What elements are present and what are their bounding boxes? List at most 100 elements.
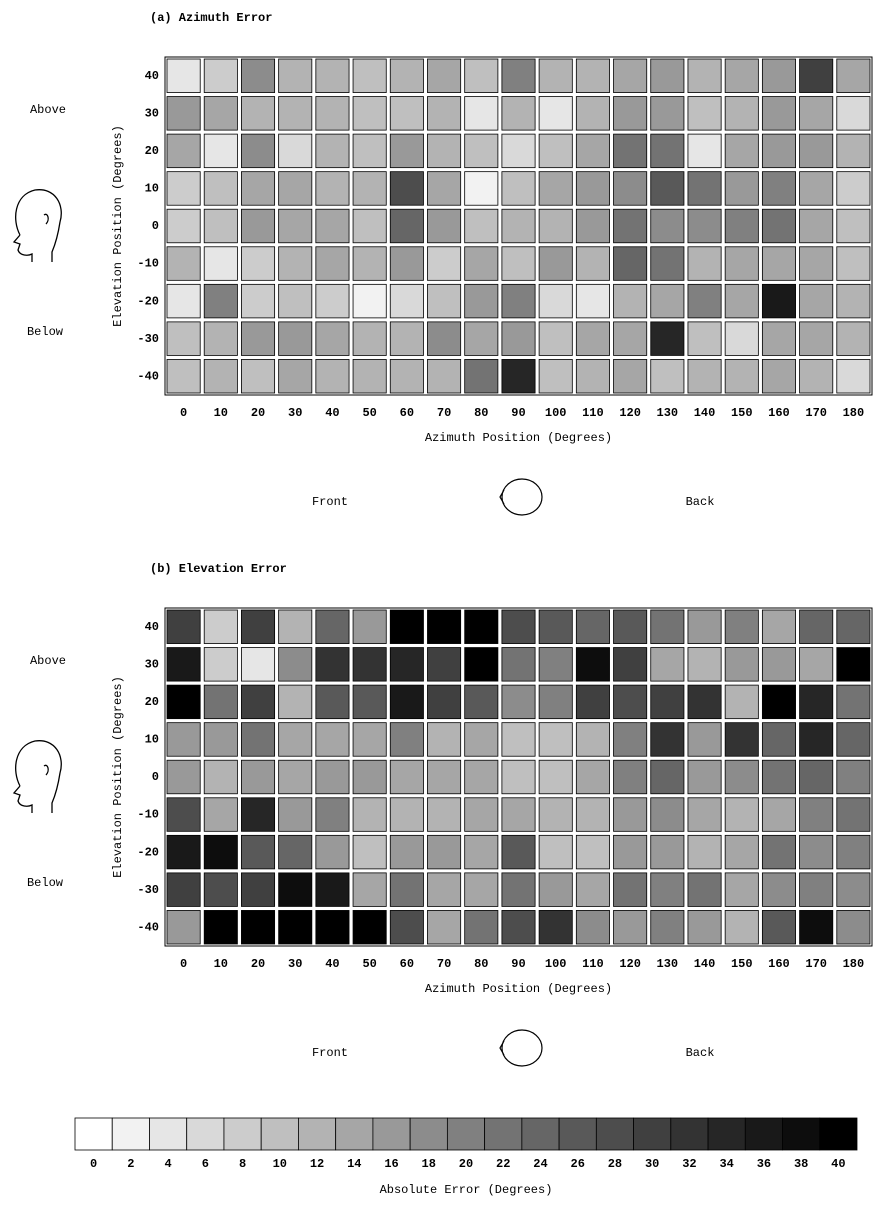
annotation: Below (27, 325, 64, 339)
legend-label: 34 (719, 1157, 733, 1171)
y-tick-label: 10 (145, 733, 159, 747)
x-tick-label: 0 (180, 406, 187, 420)
cell (389, 321, 424, 356)
cell (203, 910, 238, 945)
cell (241, 96, 276, 131)
cell (203, 759, 238, 795)
cell (166, 96, 201, 131)
y-tick-label: 30 (145, 107, 159, 121)
cell (836, 58, 871, 93)
cell (427, 133, 462, 169)
cell (761, 910, 796, 945)
x-tick-label: 140 (694, 406, 716, 420)
cell (241, 609, 276, 644)
cell (241, 58, 276, 93)
cell (761, 797, 796, 832)
cell (315, 208, 350, 244)
cell (575, 96, 610, 131)
cell (501, 171, 536, 206)
cell (241, 684, 276, 720)
legend-label: 0 (90, 1157, 97, 1171)
legend-label: 30 (645, 1157, 659, 1171)
cell (464, 722, 499, 757)
y-tick-label: -10 (137, 808, 159, 822)
cell (464, 283, 499, 319)
cell (427, 609, 462, 644)
cell (799, 171, 834, 206)
cell (724, 609, 759, 644)
x-tick-label: 120 (619, 957, 641, 971)
x-tick-label: 110 (582, 957, 604, 971)
plot-frame (164, 56, 873, 396)
cell (315, 133, 350, 169)
cell (389, 58, 424, 93)
cell (352, 759, 387, 795)
x-tick-label: 70 (437, 406, 451, 420)
cell (761, 684, 796, 720)
cell (613, 246, 648, 281)
x-tick-label: 0 (180, 957, 187, 971)
cell (278, 171, 313, 206)
x-tick-label: 170 (805, 957, 827, 971)
cell (650, 647, 685, 682)
cell (241, 359, 276, 394)
cell (352, 133, 387, 169)
cell (538, 797, 573, 832)
cell (241, 910, 276, 945)
x-tick-label: 60 (400, 406, 414, 420)
cell (427, 759, 462, 795)
cell (352, 96, 387, 131)
cell (352, 910, 387, 945)
cell (724, 910, 759, 945)
cell (687, 684, 722, 720)
cell (241, 321, 276, 356)
cell (278, 321, 313, 356)
cell (241, 208, 276, 244)
cell (501, 722, 536, 757)
cell (724, 321, 759, 356)
cell (836, 171, 871, 206)
cell (799, 910, 834, 945)
cell (278, 609, 313, 644)
cell (687, 797, 722, 832)
cell (650, 246, 685, 281)
x-tick-label: 80 (474, 957, 488, 971)
cell (575, 171, 610, 206)
cell (724, 722, 759, 757)
cell (799, 722, 834, 757)
cell (166, 759, 201, 795)
annotation: Front (312, 495, 348, 509)
cell (241, 647, 276, 682)
x-tick-label: 100 (545, 406, 567, 420)
cell (836, 759, 871, 795)
cell (799, 872, 834, 907)
cell (650, 359, 685, 394)
x-tick-label: 150 (731, 957, 753, 971)
cell (650, 872, 685, 907)
cell (687, 834, 722, 870)
cell (464, 133, 499, 169)
cell (278, 283, 313, 319)
cell (389, 797, 424, 832)
cell (575, 246, 610, 281)
cell (724, 246, 759, 281)
cell (799, 684, 834, 720)
head-side-b (12, 740, 62, 813)
cell (389, 96, 424, 131)
cell (650, 58, 685, 93)
legend-swatch (409, 1117, 448, 1151)
cell (278, 246, 313, 281)
cell (166, 359, 201, 394)
cell (203, 58, 238, 93)
annotation: Back (686, 1046, 715, 1060)
legend-swatch (633, 1117, 672, 1151)
cell (613, 609, 648, 644)
legend-label: 2 (127, 1157, 134, 1171)
cell (427, 321, 462, 356)
legend-swatch (335, 1117, 374, 1151)
head-top-b (499, 1029, 543, 1067)
cell (278, 910, 313, 945)
y-tick-label: -10 (137, 257, 159, 271)
cell (538, 208, 573, 244)
cell (315, 834, 350, 870)
